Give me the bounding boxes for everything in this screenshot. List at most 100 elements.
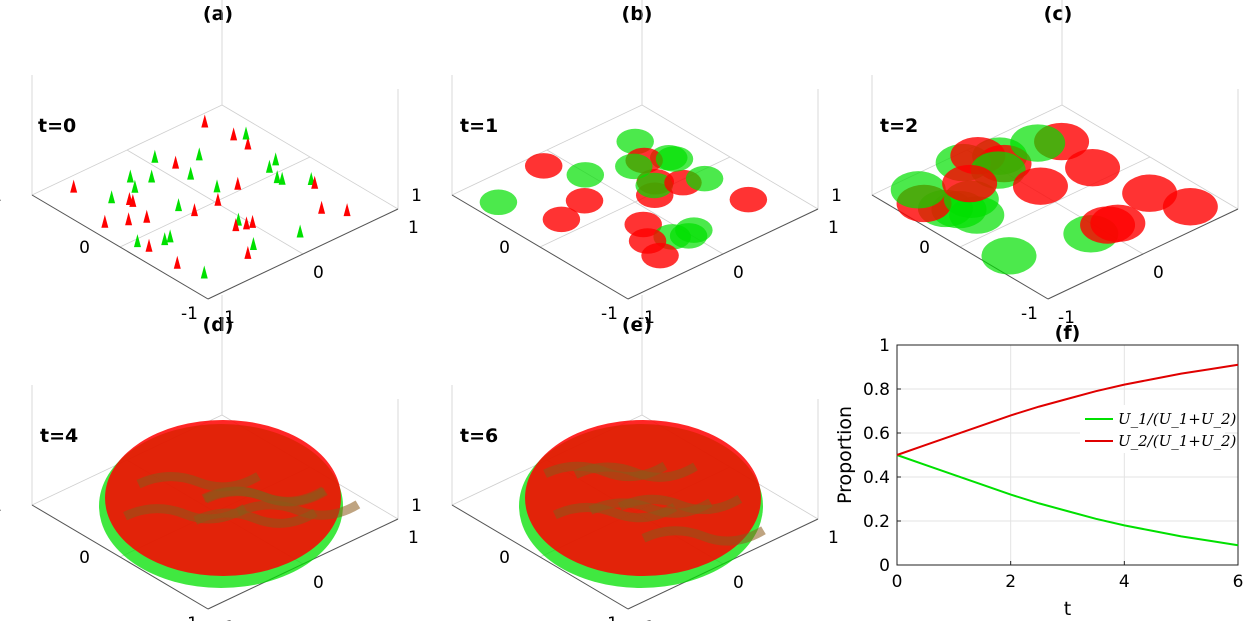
time-label-a: t=0 — [38, 115, 76, 137]
y-tick-label: -1 — [1021, 304, 1038, 324]
x-tick-label: -1 — [1058, 308, 1075, 328]
surface-panel-b: (b)t=1-101-101 — [411, 0, 839, 328]
y-tick-label: 0 — [919, 238, 930, 258]
y-axis-line — [451, 194, 629, 300]
species2-patch — [1090, 204, 1146, 242]
y-tick-label: 1 — [0, 496, 2, 516]
floor-grid-line — [1061, 104, 1239, 210]
legend-box — [1080, 405, 1225, 453]
surface-content-c — [890, 122, 1218, 275]
initial-spike — [148, 169, 156, 183]
front-axes-b — [451, 194, 819, 300]
floor-grid-line — [451, 104, 643, 196]
y-tick-label: 1 — [879, 336, 890, 356]
panel-title-b: (b) — [622, 3, 653, 25]
species1-patch — [1010, 124, 1066, 162]
x-axis-line — [1047, 208, 1239, 300]
x-tick-label: -1 — [218, 618, 235, 621]
boundary-ridge — [236, 500, 361, 520]
y-tick-label: 0 — [79, 548, 90, 568]
initial-spike — [213, 179, 221, 193]
initial-spike — [151, 149, 159, 163]
x-tick-label: 0 — [313, 573, 324, 593]
panel-title-d: (d) — [203, 314, 234, 336]
y-tick-label: 0 — [499, 238, 510, 258]
species2-patch — [628, 228, 667, 254]
legend-label-1: U_1/(U_1+U_2) — [1118, 410, 1237, 428]
boundary-ridge — [552, 502, 678, 523]
species2-patch — [542, 206, 581, 233]
x-axis-line — [207, 208, 399, 300]
species1-patch — [685, 165, 724, 192]
initial-spike — [195, 147, 203, 161]
boundary-ridge — [641, 526, 766, 546]
y-tick-label: -1 — [601, 614, 618, 621]
initial-spike — [273, 170, 281, 184]
floor-grid-line — [641, 104, 819, 210]
x-tick-label: 0 — [313, 263, 324, 283]
initial-spike — [242, 216, 250, 230]
surface-content-b — [479, 128, 768, 269]
x-tick-label: 1 — [828, 528, 839, 548]
x-tick-label: 1 — [408, 218, 419, 238]
boundary-ridge — [136, 472, 261, 492]
initial-spike — [201, 114, 209, 128]
x-tick-label: 1 — [828, 218, 839, 238]
surface-content-a — [70, 114, 351, 279]
initial-spike — [131, 179, 139, 193]
initial-spike — [101, 214, 109, 228]
initial-spike — [200, 265, 208, 279]
y-tick-label: 1 — [411, 496, 422, 516]
initial-spike — [244, 245, 252, 259]
y-tick-label: 0.2 — [863, 512, 890, 532]
line-chart-f: 0 2 4 6 0 0.2 0.4 0.6 0.8 1 (f) t Proportion U_1/(U_1… — [834, 322, 1243, 620]
initial-spike — [133, 234, 141, 248]
initial-spike — [272, 152, 280, 166]
x-tick-label: 0 — [892, 572, 903, 592]
initial-spike — [108, 190, 116, 204]
y-tick-label: 1 — [0, 186, 2, 206]
x-tick-label: -1 — [638, 618, 655, 621]
species1-patch — [615, 153, 653, 180]
initial-spike — [249, 236, 257, 250]
initial-spike — [125, 212, 133, 226]
initial-spike — [296, 224, 304, 238]
initial-spike — [318, 200, 326, 214]
plot-area — [897, 345, 1238, 565]
species2-patch — [942, 164, 998, 203]
surface-content-d — [99, 420, 361, 588]
initial-spike — [190, 203, 198, 217]
initial-spike — [278, 171, 286, 185]
x-tick-label: 0 — [1153, 263, 1164, 283]
initial-spike — [175, 198, 183, 212]
surface-panel-a: (a)t=0-101-101 — [0, 0, 419, 328]
initial-spike — [166, 229, 174, 243]
panel-title-a: (a) — [203, 3, 233, 25]
x-tick-label: 0 — [733, 263, 744, 283]
time-label-c: t=2 — [880, 115, 918, 137]
initial-spike — [145, 238, 153, 252]
species1-patch — [479, 189, 518, 216]
panel-title-c: (c) — [1044, 3, 1073, 25]
species2-patch — [1065, 149, 1121, 187]
y-axis-line — [31, 504, 209, 610]
time-label-d: t=4 — [40, 425, 78, 447]
legend-label-2: U_2/(U_1+U_2) — [1118, 432, 1237, 450]
initial-spike — [126, 169, 134, 183]
species2-region — [105, 420, 341, 576]
species1-patch — [890, 171, 946, 209]
boundary-ridge — [193, 508, 318, 528]
initial-spike — [172, 155, 180, 169]
initial-spike — [125, 192, 133, 206]
species2-patch — [565, 187, 604, 214]
species2-patch — [1162, 188, 1218, 226]
species2-patch — [729, 186, 768, 213]
species2-patch — [1012, 167, 1068, 205]
y-axis-line — [31, 194, 209, 300]
front-axes-a — [31, 194, 399, 300]
x-tick-label: 0 — [733, 573, 744, 593]
surface-panel-e: (e) t=6 -1 0 1 -1 0 1 — [411, 295, 839, 621]
time-label-b: t=1 — [460, 115, 498, 137]
initial-spike — [265, 159, 273, 173]
